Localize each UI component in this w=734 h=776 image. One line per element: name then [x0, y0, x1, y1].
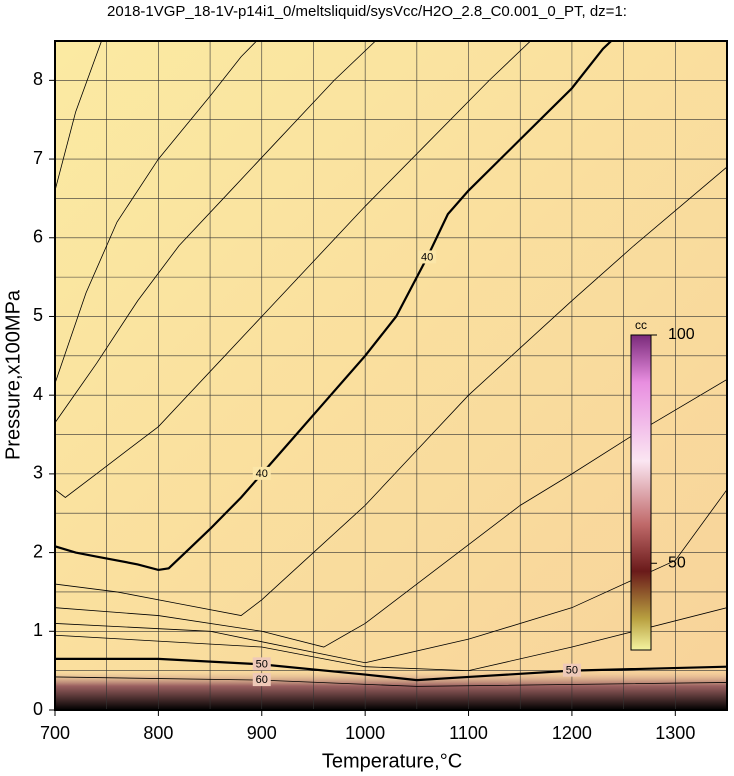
- contour-label-bg: [252, 466, 271, 480]
- x-tick-label: 1100: [449, 723, 488, 743]
- contour-label-bg: [252, 657, 271, 671]
- y-axis-label: Pressure,x100MPa: [2, 289, 24, 460]
- grid: [55, 41, 727, 710]
- contour-line: [55, 489, 727, 664]
- contour-line: [55, 41, 257, 384]
- colorbar: [630, 334, 652, 651]
- y-tick-label: 4: [33, 384, 43, 404]
- y-tick-label: 8: [33, 69, 43, 89]
- contour-label: 60: [256, 674, 268, 686]
- x-tick-label: 1300: [655, 723, 695, 743]
- contour-line: [55, 41, 102, 191]
- contour-label: 50: [566, 665, 578, 677]
- contour-line: [55, 676, 727, 687]
- contour-line: [55, 607, 727, 672]
- colorbar-label: cc: [635, 318, 647, 332]
- chart-title: 2018-1VGP_18-1V-p14i1_0/meltsliquid/sysV…: [107, 3, 627, 20]
- contour-line: [55, 166, 727, 616]
- contour-line: [55, 41, 376, 423]
- colorbar-tick-label: 50: [668, 554, 686, 571]
- plot-background: [55, 41, 727, 710]
- contour-line: [55, 41, 612, 572]
- contours: [55, 41, 727, 687]
- y-tick-label: 6: [33, 227, 43, 247]
- y-tick-label: 0: [33, 699, 43, 719]
- contour-label-bg: [562, 663, 581, 677]
- y-tick-label: 7: [33, 148, 43, 168]
- x-tick-label: 1200: [552, 723, 592, 743]
- contour-line: [55, 379, 727, 648]
- x-tick-label: 1000: [345, 723, 385, 743]
- x-axis-label: Temperature,°C: [322, 750, 462, 772]
- y-tick-label: 3: [33, 463, 43, 483]
- contour-label-bg: [418, 250, 437, 264]
- x-tick-label: 700: [40, 723, 70, 743]
- y-tick-label: 2: [33, 541, 43, 561]
- y-tick-label: 1: [33, 620, 43, 640]
- colorbar-tick-label: 100: [668, 326, 695, 343]
- contour-line: [55, 41, 531, 498]
- contour-line: [55, 657, 727, 682]
- x-tick-label: 800: [143, 723, 173, 743]
- dense-contour-band: [55, 670, 727, 710]
- contour-label: 40: [256, 468, 268, 480]
- contour-label: 50: [256, 658, 268, 670]
- plot-frame: [54, 40, 728, 711]
- contour-label-bg: [252, 673, 271, 687]
- x-tick-label: 900: [247, 723, 277, 743]
- y-tick-label: 5: [33, 305, 43, 325]
- contour-label: 40: [421, 251, 433, 263]
